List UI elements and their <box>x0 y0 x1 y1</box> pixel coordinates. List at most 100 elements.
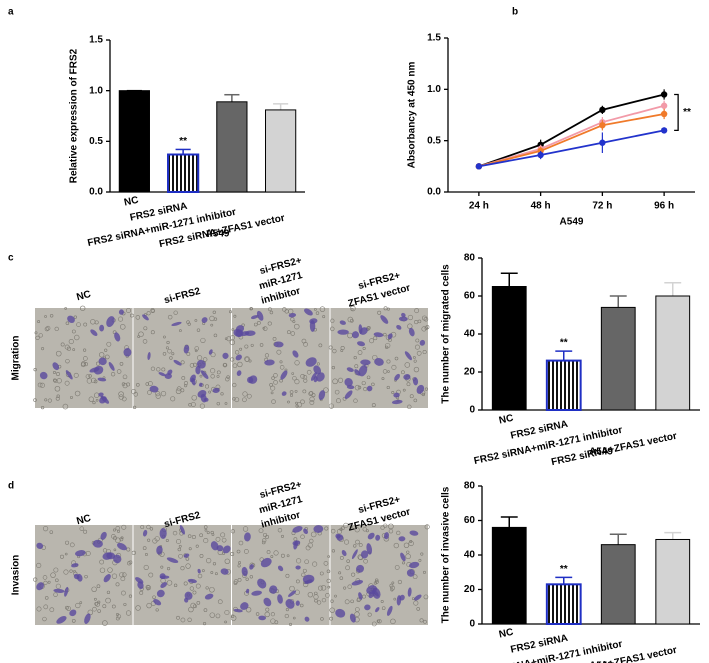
pore <box>38 333 43 338</box>
pore <box>69 395 73 399</box>
pore <box>169 356 173 360</box>
pore <box>361 381 366 386</box>
pore <box>111 604 116 609</box>
cell <box>75 550 86 557</box>
pore <box>36 606 42 612</box>
pore <box>150 330 155 335</box>
pore <box>209 586 215 593</box>
cell <box>118 309 124 315</box>
cell <box>53 588 65 593</box>
cell <box>256 310 264 321</box>
pore <box>270 612 275 617</box>
pore <box>264 353 270 358</box>
pore <box>383 523 388 528</box>
pore <box>47 580 51 584</box>
y-tick-label: 1.5 <box>89 35 103 46</box>
cell <box>220 568 229 575</box>
cell <box>337 329 349 335</box>
cell <box>295 600 300 606</box>
cell <box>250 315 258 320</box>
pore <box>222 362 228 368</box>
cell <box>90 329 98 336</box>
pore <box>85 550 91 557</box>
pore <box>271 376 275 380</box>
micrograph-bg <box>35 525 133 625</box>
pore <box>334 389 340 395</box>
pore <box>212 562 217 566</box>
pore <box>323 387 329 393</box>
y-tick-label: 0.5 <box>89 136 103 147</box>
panel-letter: a <box>8 7 14 18</box>
pore <box>163 335 166 339</box>
series-line <box>478 113 665 168</box>
pore <box>421 392 425 397</box>
bar <box>655 295 691 411</box>
pore <box>65 605 69 610</box>
image-label: NC <box>75 513 92 527</box>
pore <box>43 604 49 610</box>
series-line <box>478 129 665 168</box>
pore <box>292 616 296 620</box>
pore <box>209 612 215 618</box>
bar <box>118 90 150 193</box>
cell <box>403 374 411 380</box>
pore <box>126 382 130 387</box>
pore <box>391 581 395 585</box>
pore <box>385 345 389 349</box>
pore <box>353 544 357 548</box>
pore <box>116 613 119 616</box>
pore <box>83 529 88 534</box>
cell <box>269 585 278 594</box>
y-tick-label: 1.0 <box>427 84 441 95</box>
cell <box>368 590 375 599</box>
cell <box>358 364 368 377</box>
pore <box>418 558 422 562</box>
pore <box>319 571 324 576</box>
pore <box>423 594 429 600</box>
pore <box>183 381 189 386</box>
pore <box>115 537 121 544</box>
pore <box>113 548 117 552</box>
pore <box>319 306 326 312</box>
pore <box>320 585 327 591</box>
x-axis-label: A549 <box>589 447 613 458</box>
pore <box>59 554 64 559</box>
pore <box>282 307 287 312</box>
pore <box>407 314 414 321</box>
pore <box>332 348 337 354</box>
micrograph <box>33 524 133 626</box>
pore <box>294 379 300 385</box>
pore <box>246 393 252 399</box>
cell <box>273 341 284 348</box>
y-tick-label: 0.5 <box>427 135 441 146</box>
pore <box>190 402 196 407</box>
cell <box>401 312 406 318</box>
pore <box>104 348 108 352</box>
pore <box>187 617 192 622</box>
pore <box>380 600 384 604</box>
cell <box>374 358 384 366</box>
pore <box>75 602 81 609</box>
cell <box>409 561 420 569</box>
pore <box>135 605 141 611</box>
pore <box>44 326 50 332</box>
pore <box>266 550 271 554</box>
cell <box>173 359 182 366</box>
pore <box>405 553 411 560</box>
cell <box>149 385 159 393</box>
cell <box>396 324 402 330</box>
cell <box>156 545 163 555</box>
pore <box>199 374 203 378</box>
pore <box>327 555 331 558</box>
pore <box>150 308 155 313</box>
cell <box>153 598 162 606</box>
cell <box>84 613 91 624</box>
pore <box>66 606 71 611</box>
cell <box>73 573 80 580</box>
y-tick-label: 20 <box>464 584 476 595</box>
pore <box>69 569 73 573</box>
cell <box>114 332 121 342</box>
cell <box>244 330 256 336</box>
pore <box>215 536 221 542</box>
pore <box>377 619 382 624</box>
